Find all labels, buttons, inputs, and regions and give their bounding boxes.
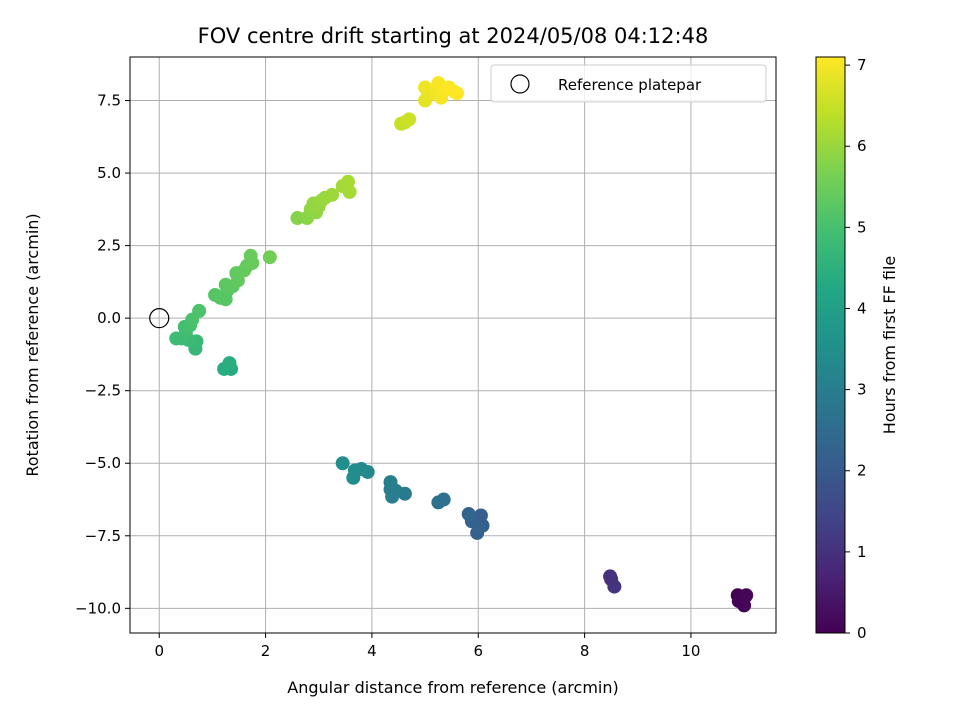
legend-marker — [510, 74, 530, 94]
colorbar-tick-label: 2 — [857, 462, 867, 480]
data-point — [243, 248, 258, 263]
data-point — [739, 588, 754, 603]
grid-lines — [130, 57, 776, 633]
data-point — [346, 470, 361, 485]
colorbar-tick-label: 1 — [857, 543, 867, 561]
data-point — [222, 356, 237, 371]
data-point — [472, 520, 487, 535]
y-tick-label: −7.5 — [85, 527, 121, 545]
data-point — [290, 211, 305, 226]
x-tick-label: 10 — [681, 642, 700, 660]
x-tick-label: 4 — [367, 642, 377, 660]
data-points — [169, 76, 754, 613]
x-axis-ticks: 0 2 4 6 8 10 — [154, 633, 700, 660]
colorbar-tick-label: 4 — [857, 299, 867, 317]
data-point — [383, 475, 398, 490]
y-tick-label: −2.5 — [85, 382, 121, 400]
colorbar-ticks: 0 1 2 3 4 5 6 7 — [845, 56, 867, 642]
reference-marker — [149, 308, 170, 329]
reference-point — [149, 308, 170, 329]
colorbar-tick-label: 3 — [857, 381, 867, 399]
colorbar: 0 1 2 3 4 5 6 7 Hours from first FF file — [815, 56, 899, 642]
x-tick-label: 2 — [261, 642, 271, 660]
data-point — [335, 456, 350, 471]
data-point — [192, 303, 207, 318]
data-point — [418, 80, 433, 95]
plot-frame — [129, 56, 777, 634]
legend-box — [490, 64, 767, 103]
colorbar-tick-label: 5 — [857, 218, 867, 236]
x-tick-label: 8 — [580, 642, 590, 660]
y-tick-label: 5.0 — [97, 164, 121, 182]
chart-title: FOV centre drift starting at 2024/05/08 … — [198, 24, 709, 48]
colorbar-label: Hours from first FF file — [880, 256, 899, 435]
data-point — [607, 579, 622, 594]
x-tick-label: 6 — [473, 642, 483, 660]
colorbar-tick-label: 6 — [857, 137, 867, 155]
y-tick-label: 7.5 — [97, 92, 121, 110]
data-point — [461, 507, 476, 522]
x-axis-label: Angular distance from reference (arcmin) — [287, 678, 618, 697]
data-point — [325, 187, 340, 202]
y-axis-label: Rotation from reference (arcmin) — [23, 213, 42, 476]
data-point — [431, 495, 446, 510]
data-point — [385, 489, 400, 504]
y-tick-label: −5.0 — [85, 454, 121, 472]
data-point — [402, 112, 417, 127]
y-tick-label: 2.5 — [97, 237, 121, 255]
data-point — [449, 86, 464, 101]
colorbar-tick-label: 7 — [857, 56, 867, 74]
colorbar-gradient — [815, 56, 846, 634]
data-point — [262, 250, 277, 265]
legend-label: Reference platepar — [558, 76, 702, 94]
x-tick-label: 0 — [154, 642, 164, 660]
legend: Reference platepar — [490, 64, 767, 103]
y-tick-label: 0.0 — [97, 309, 121, 327]
colorbar-tick-label: 0 — [857, 624, 867, 642]
data-point — [342, 184, 357, 199]
y-axis-ticks: −10.0 −7.5 −5.0 −2.5 0.0 2.5 5.0 7.5 — [75, 92, 130, 617]
y-tick-label: −10.0 — [75, 599, 121, 617]
